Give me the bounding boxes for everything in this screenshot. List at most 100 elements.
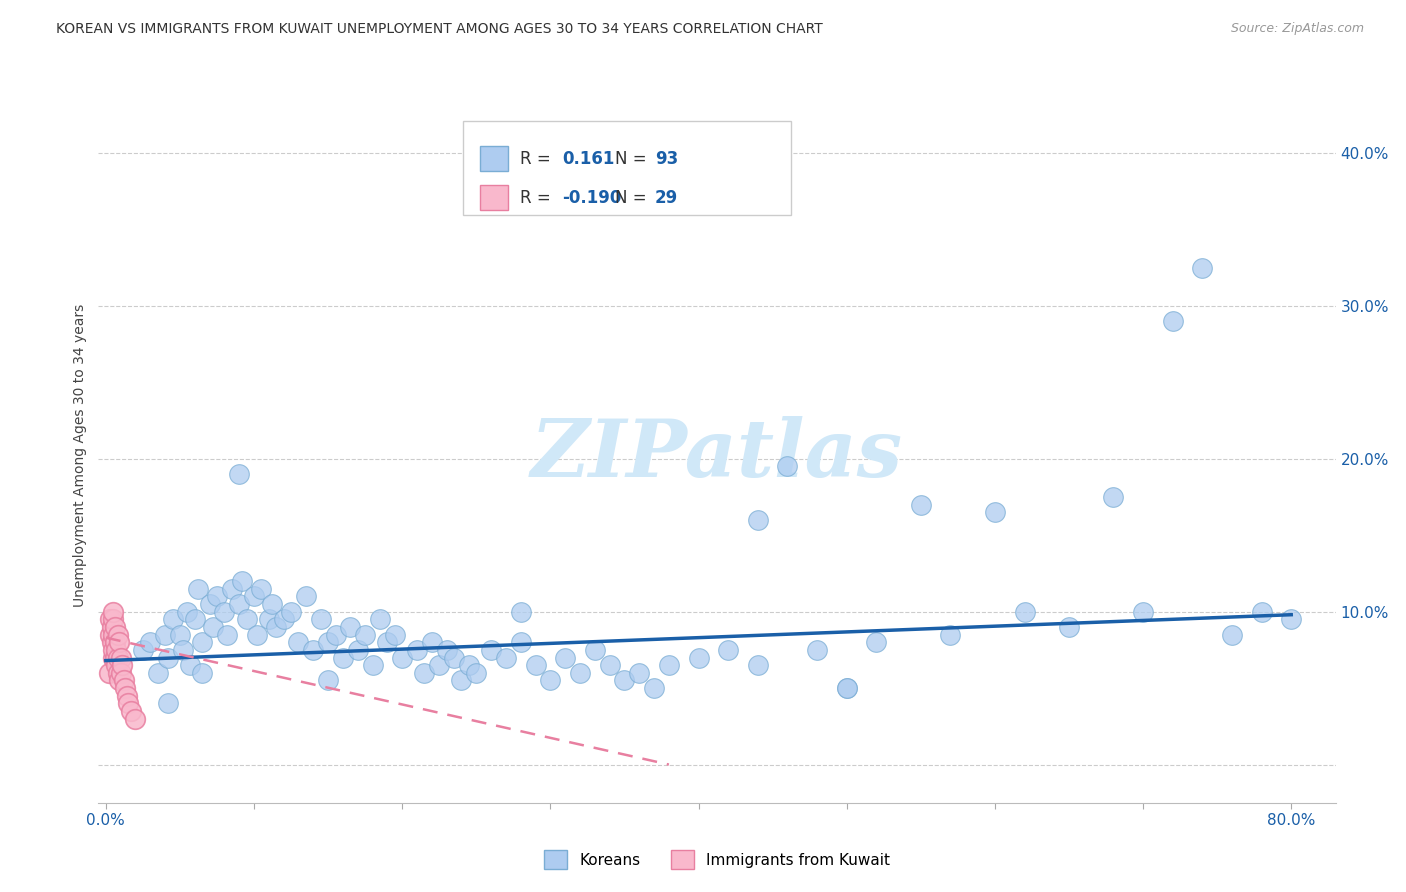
- Text: -0.190: -0.190: [562, 189, 621, 207]
- Point: [146, 665, 169, 680]
- Point: [98, 627, 121, 641]
- Point: [162, 612, 184, 626]
- Point: [176, 605, 198, 619]
- Point: [427, 658, 450, 673]
- Point: [354, 627, 377, 641]
- Point: [688, 650, 710, 665]
- Point: [103, 627, 125, 641]
- Point: [228, 597, 250, 611]
- Text: R =: R =: [520, 189, 555, 207]
- Point: [104, 650, 127, 665]
- Point: [108, 673, 131, 688]
- Point: [139, 635, 162, 649]
- Text: 0.161: 0.161: [562, 150, 614, 168]
- Point: [98, 612, 121, 626]
- Point: [105, 643, 128, 657]
- Point: [1057, 620, 1080, 634]
- Point: [384, 627, 406, 641]
- Point: [172, 643, 194, 657]
- Point: [538, 673, 561, 688]
- Point: [443, 650, 465, 665]
- Point: [658, 658, 681, 673]
- Point: [198, 597, 221, 611]
- Point: [1220, 627, 1243, 641]
- Point: [865, 635, 887, 649]
- Point: [479, 643, 502, 657]
- Point: [100, 635, 122, 649]
- Point: [273, 612, 295, 626]
- Point: [835, 681, 858, 695]
- Point: [217, 627, 239, 641]
- Point: [107, 650, 129, 665]
- Text: 29: 29: [655, 189, 678, 207]
- Y-axis label: Unemployment Among Ages 30 to 34 years: Unemployment Among Ages 30 to 34 years: [73, 303, 87, 607]
- Point: [450, 673, 472, 688]
- Legend: Koreans, Immigrants from Kuwait: Koreans, Immigrants from Kuwait: [538, 845, 896, 875]
- Point: [420, 635, 443, 649]
- Point: [613, 673, 636, 688]
- Point: [391, 650, 413, 665]
- Point: [377, 635, 399, 649]
- Point: [1161, 314, 1184, 328]
- Point: [524, 658, 547, 673]
- Point: [124, 712, 146, 726]
- Point: [157, 697, 180, 711]
- Point: [465, 665, 488, 680]
- Point: [835, 681, 858, 695]
- Point: [413, 665, 436, 680]
- Point: [221, 582, 243, 596]
- Point: [717, 643, 740, 657]
- Point: [325, 627, 347, 641]
- Point: [406, 643, 429, 657]
- Point: [187, 582, 209, 596]
- Text: ZIPatlas: ZIPatlas: [531, 417, 903, 493]
- Point: [104, 635, 127, 649]
- Point: [132, 643, 155, 657]
- Point: [628, 665, 651, 680]
- Point: [246, 627, 269, 641]
- Point: [302, 643, 325, 657]
- Point: [436, 643, 458, 657]
- Point: [97, 665, 120, 680]
- Point: [110, 665, 132, 680]
- Point: [509, 635, 531, 649]
- Point: [939, 627, 962, 641]
- Point: [264, 620, 287, 634]
- Point: [191, 665, 214, 680]
- Point: [368, 612, 391, 626]
- Point: [910, 498, 932, 512]
- Point: [457, 658, 479, 673]
- Point: [231, 574, 253, 588]
- Point: [169, 627, 191, 641]
- Point: [806, 643, 828, 657]
- Point: [157, 650, 180, 665]
- Point: [191, 635, 214, 649]
- Point: [110, 650, 132, 665]
- Point: [295, 590, 318, 604]
- Point: [103, 612, 125, 626]
- Point: [1132, 605, 1154, 619]
- Point: [569, 665, 592, 680]
- Point: [509, 605, 531, 619]
- Point: [1014, 605, 1036, 619]
- Point: [257, 612, 280, 626]
- Point: [205, 590, 228, 604]
- Point: [103, 650, 125, 665]
- Point: [117, 697, 139, 711]
- Point: [332, 650, 354, 665]
- Point: [108, 635, 131, 649]
- Text: KOREAN VS IMMIGRANTS FROM KUWAIT UNEMPLOYMENT AMONG AGES 30 TO 34 YEARS CORRELAT: KOREAN VS IMMIGRANTS FROM KUWAIT UNEMPLO…: [56, 22, 823, 37]
- Point: [599, 658, 621, 673]
- Point: [1191, 260, 1213, 275]
- Text: R =: R =: [520, 150, 555, 168]
- Point: [583, 643, 606, 657]
- Point: [111, 658, 134, 673]
- Point: [112, 673, 135, 688]
- Point: [280, 605, 302, 619]
- Point: [1279, 612, 1302, 626]
- Point: [495, 650, 517, 665]
- Point: [643, 681, 665, 695]
- Point: [201, 620, 224, 634]
- Point: [1102, 490, 1125, 504]
- Point: [747, 658, 769, 673]
